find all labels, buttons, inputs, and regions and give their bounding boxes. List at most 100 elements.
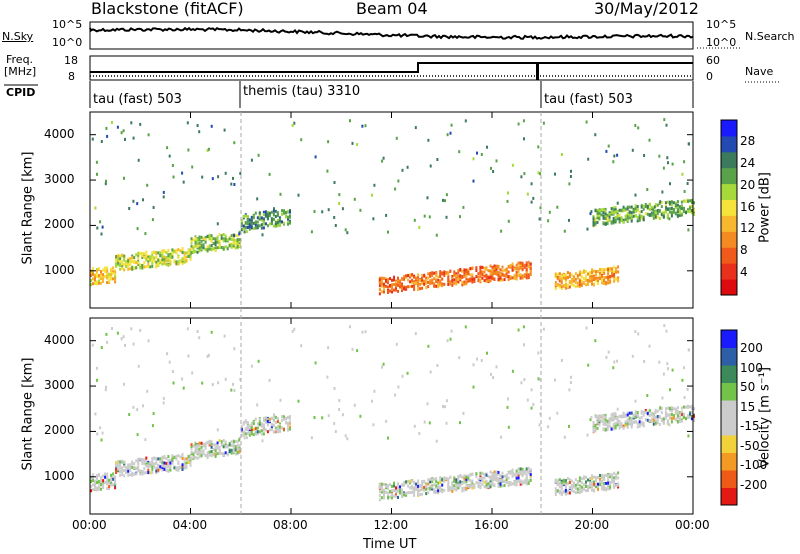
velocity-cell-2135 xyxy=(507,481,510,485)
power-cell-2858 xyxy=(610,221,613,225)
power-cell-3298 xyxy=(682,199,685,203)
velocity-cell-1069 xyxy=(254,417,257,421)
velocity-cell-1125 xyxy=(262,432,265,436)
power-cell-1750 xyxy=(449,269,452,273)
velocity-cell-3217 xyxy=(668,416,671,420)
velocity-cell-543 xyxy=(169,461,172,465)
power-cell-3312 xyxy=(682,209,685,213)
velocity-cell-2427 xyxy=(572,490,575,493)
velocity-cell-2839 xyxy=(606,419,609,423)
power-cell-3260 xyxy=(676,200,679,204)
power-cell-114 xyxy=(106,266,109,270)
velocity-cell-839 xyxy=(216,441,219,445)
velocity-cell-3033 xyxy=(636,421,639,425)
power-cell-1602 xyxy=(427,272,430,276)
velocity-cell-3733 xyxy=(679,412,682,416)
power-cell-3666 xyxy=(387,230,389,234)
velocity-cell-827 xyxy=(214,443,217,447)
velocity-cell-2825 xyxy=(604,423,607,426)
velocity-cell-201 xyxy=(119,466,122,469)
power-cell-3480 xyxy=(132,199,135,203)
velocity-cell-2469 xyxy=(580,477,583,481)
velocity-cell-1997 xyxy=(489,470,492,474)
power-cell-248 xyxy=(125,260,128,264)
power-cell-182 xyxy=(115,264,118,267)
velocity-cell-1939 xyxy=(479,477,482,480)
velocity-cell-915 xyxy=(230,444,233,447)
power-cell-1506 xyxy=(413,275,416,279)
velocity-cell-1645 xyxy=(433,490,436,494)
power-cell-1372 xyxy=(391,278,393,282)
power-cell-2886 xyxy=(614,206,617,210)
power-cell-1246 xyxy=(283,209,285,213)
power-cell-1218 xyxy=(276,221,279,224)
velocity-cell-1153 xyxy=(266,419,269,423)
velocity-cell-1313 xyxy=(380,482,383,486)
power-cell-1292 xyxy=(378,292,381,296)
power-cell-3024 xyxy=(634,214,637,218)
velocity-cell-1435 xyxy=(401,493,403,497)
power-cell-1106 xyxy=(258,214,261,218)
power-cell-1780 xyxy=(455,282,458,286)
velocity-cell-3715 xyxy=(182,386,185,390)
velocity-cell-3061 xyxy=(642,413,645,417)
velocity-cell-2647 xyxy=(607,487,610,491)
velocity-cell-1813 xyxy=(459,480,462,484)
power-cell-1326 xyxy=(383,282,385,286)
velocity-cell-735 xyxy=(200,445,203,449)
power-cell-3256 xyxy=(674,211,677,215)
power-cell-226 xyxy=(123,263,126,266)
power-cell-1604 xyxy=(427,285,430,289)
velocity-cell-2053 xyxy=(495,472,498,476)
power-cell-104 xyxy=(106,276,109,280)
power-cell-2022 xyxy=(491,277,494,281)
velocity-cell-1937 xyxy=(479,471,482,475)
velocity-cell-1929 xyxy=(479,475,482,479)
power-cell-2618 xyxy=(603,278,606,282)
velocity-cell-2179 xyxy=(515,476,518,480)
velocity-cell-2833 xyxy=(606,428,609,432)
power-cell-1212 xyxy=(276,214,279,218)
velocity-cell-1333 xyxy=(383,492,385,496)
power-cell-3010 xyxy=(632,214,635,218)
velocity-cell-2101 xyxy=(501,471,504,475)
velocity-cell-1959 xyxy=(483,480,486,484)
velocity-cell-2225 xyxy=(521,474,524,478)
power-cell-72 xyxy=(100,281,102,285)
power-cell-790 xyxy=(208,233,211,237)
velocity-cell-249 xyxy=(125,466,128,470)
velocity-cell-3525 xyxy=(526,398,529,402)
power-cell-952 xyxy=(236,234,239,238)
velocity-cell-2929 xyxy=(620,414,623,418)
velocity-cell-3719 xyxy=(136,433,139,437)
velocity-cell-1377 xyxy=(391,489,393,493)
velocity-cell-2549 xyxy=(591,476,593,480)
velocity-cell-3723 xyxy=(648,344,651,348)
power-cell-3410 xyxy=(506,199,509,203)
power-cell-2546 xyxy=(591,279,593,283)
velocity-cell-3111 xyxy=(650,417,653,421)
velocity-cell-2497 xyxy=(585,475,587,479)
power-cell-1176 xyxy=(272,224,275,228)
velocity-cell-625 xyxy=(183,461,186,465)
velocity-cell-1943 xyxy=(479,485,482,489)
velocity-cell-3059 xyxy=(640,420,643,424)
velocity-cell-1085 xyxy=(256,430,259,434)
power-colorbar-segment-2 xyxy=(721,247,737,264)
velocity-cell-2975 xyxy=(626,413,629,417)
velocity-cell-1113 xyxy=(260,422,263,426)
power-cell-3482 xyxy=(162,195,165,199)
power-cell-2614 xyxy=(603,268,606,272)
velocity-cell-3281 xyxy=(678,419,681,423)
power-cell-822 xyxy=(214,247,217,251)
velocity-cell-2533 xyxy=(589,483,591,487)
velocity-cell-3609 xyxy=(279,398,282,402)
power-cell-772 xyxy=(206,234,209,238)
velocity-cell-1543 xyxy=(417,479,420,483)
power-cell-196 xyxy=(117,255,120,258)
velocity-cell-2085 xyxy=(499,478,502,482)
ylabel-velocity: Slant Range [km] xyxy=(20,357,36,471)
velocity-cell-2333 xyxy=(558,491,561,495)
velocity-cell-535 xyxy=(169,458,172,462)
velocity-cell-3447 xyxy=(198,336,201,340)
